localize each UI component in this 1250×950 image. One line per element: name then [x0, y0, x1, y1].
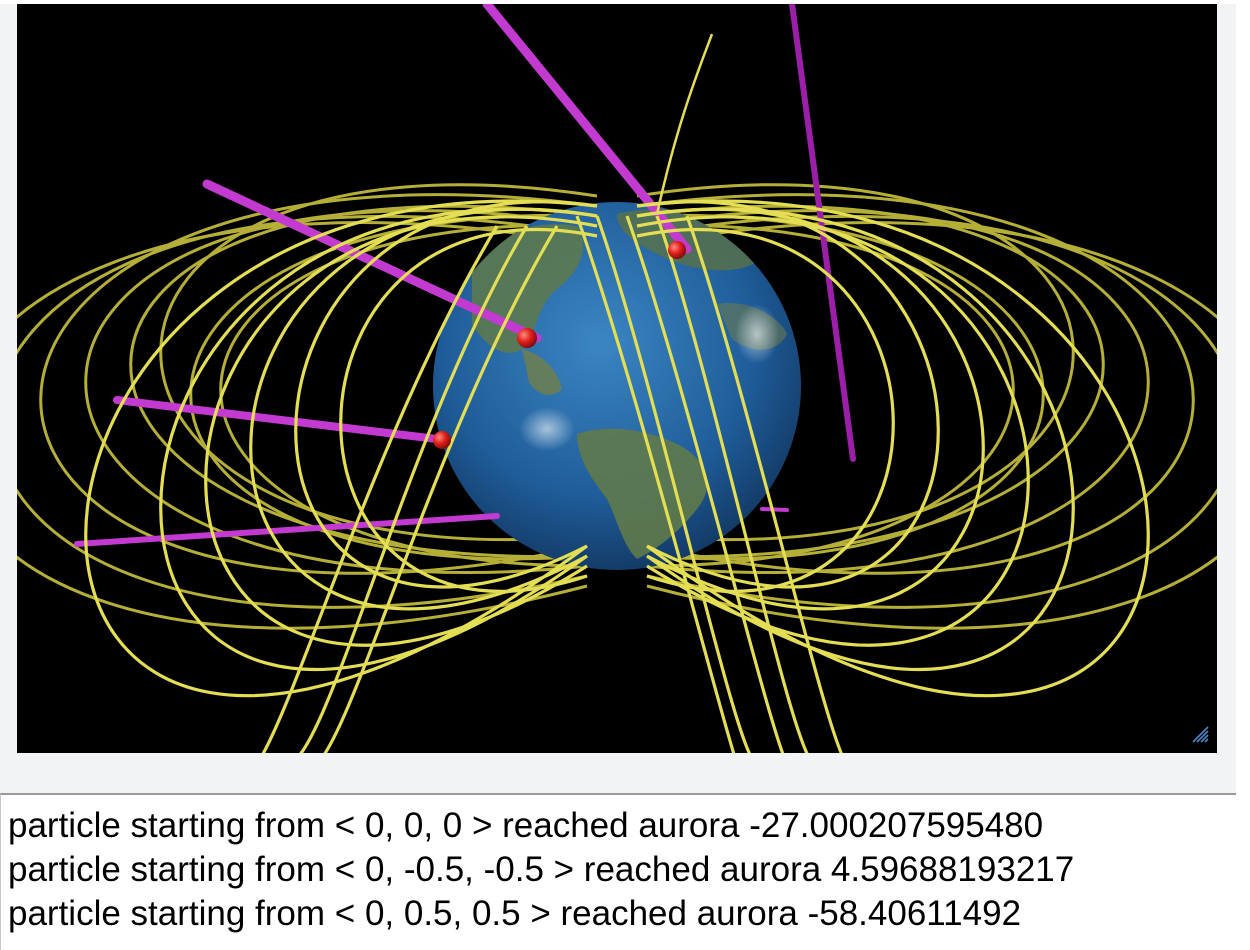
- page-edge: [1236, 0, 1250, 950]
- aurora-marker: [517, 328, 537, 348]
- earth-globe: [433, 202, 801, 570]
- console-output[interactable]: particle starting from < 0, 0, 0 > reach…: [0, 793, 1236, 950]
- output-line: particle starting from < 0, 0.5, 0.5 > r…: [8, 894, 1022, 933]
- aurora-marker: [433, 431, 451, 449]
- output-line: particle starting from < 0, 0, 0 > reach…: [8, 806, 1044, 845]
- magnetosphere-render: [17, 4, 1217, 753]
- aurora-markers: [433, 241, 686, 449]
- resize-grip-icon[interactable]: [1191, 725, 1209, 743]
- field-lines-back: [17, 183, 1217, 630]
- output-line: particle starting from < 0, -0.5, -0.5 >…: [8, 850, 1075, 889]
- aurora-marker: [668, 241, 686, 259]
- top-strip: [0, 0, 1250, 4]
- field-lines-front: [84, 33, 1150, 753]
- 3d-scene-canvas[interactable]: [17, 4, 1217, 753]
